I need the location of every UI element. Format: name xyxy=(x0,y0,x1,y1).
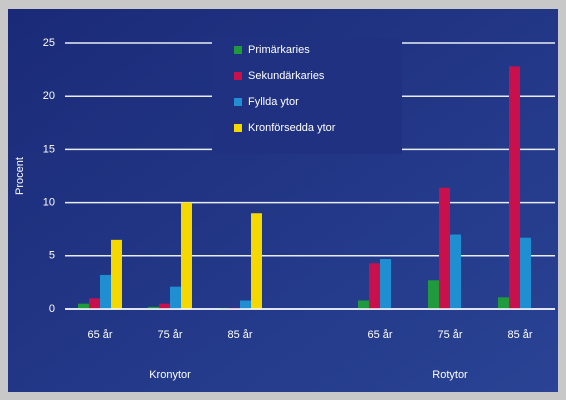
y-tick-label: 5 xyxy=(49,250,55,262)
bar xyxy=(100,274,111,309)
bar xyxy=(428,280,439,309)
bar xyxy=(240,300,251,309)
bar xyxy=(520,237,531,309)
y-tick-label: 0 xyxy=(49,303,55,315)
bar xyxy=(439,187,450,309)
legend-swatch xyxy=(234,124,242,132)
y-axis-label: Procent xyxy=(14,157,26,195)
y-tick-label: 15 xyxy=(43,143,55,155)
legend-swatch xyxy=(234,72,242,80)
legend-label: Fyllda ytor xyxy=(248,96,299,108)
bar xyxy=(181,202,192,309)
x-tick-label: 65 år xyxy=(367,329,392,341)
y-tick-label: 20 xyxy=(43,90,55,102)
bar xyxy=(170,286,181,309)
legend-label: Sekundärkaries xyxy=(248,70,325,82)
bar xyxy=(111,239,122,309)
y-tick-label: 10 xyxy=(43,197,55,209)
x-tick-label: 75 år xyxy=(437,329,462,341)
bar xyxy=(159,303,170,309)
x-tick-label: 85 år xyxy=(507,329,532,341)
y-tick-label: 25 xyxy=(43,37,55,49)
bar xyxy=(358,300,369,309)
x-tick-label: 75 år xyxy=(157,329,182,341)
bar xyxy=(89,298,100,309)
bar xyxy=(450,234,461,309)
bar xyxy=(498,297,509,309)
legend-swatch xyxy=(234,98,242,106)
legend-label: Primärkaries xyxy=(248,44,310,56)
x-tick-label: 85 år xyxy=(227,329,252,341)
bar xyxy=(148,306,159,309)
group-label: Kronytor xyxy=(149,369,191,381)
bar xyxy=(380,258,391,309)
x-tick-label: 65 år xyxy=(87,329,112,341)
bar xyxy=(251,213,262,309)
group-label: Rotytor xyxy=(432,369,468,381)
bar xyxy=(509,66,520,310)
legend-swatch xyxy=(234,46,242,54)
legend-label: Kronförsedda ytor xyxy=(248,122,336,134)
legend-background xyxy=(212,38,402,154)
bar xyxy=(78,303,89,309)
bar xyxy=(369,263,380,309)
